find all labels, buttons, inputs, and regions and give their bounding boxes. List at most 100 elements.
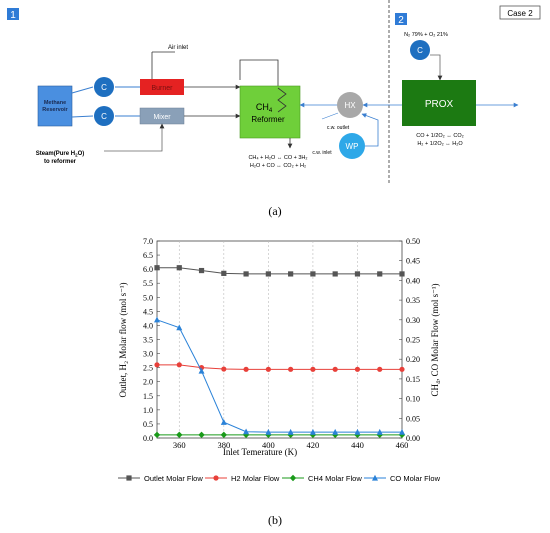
prox-label: PROX	[425, 99, 454, 110]
data-point	[176, 431, 183, 439]
data-point	[354, 271, 361, 277]
data-point	[176, 362, 182, 368]
cw-outlet-label: c.w. outlet	[327, 125, 350, 131]
steam-label: Steam(Pure H2O)	[36, 151, 85, 158]
y-left-tick-label: 1.0	[143, 406, 153, 415]
y-left-tick-label: 3.0	[143, 350, 153, 359]
compressor-2-label: C	[101, 112, 107, 121]
data-point	[154, 362, 160, 368]
y-right-tick-label: 0.50	[406, 237, 420, 246]
data-point	[154, 316, 160, 323]
legend: Outlet Molar Flow H2 Molar Flow CH4 Molar …	[118, 474, 441, 483]
data-point	[221, 366, 227, 372]
data-point	[310, 271, 316, 277]
reformer-reaction-2: H₂O + CO ↔ CO₂ + H₂	[250, 163, 306, 169]
methane-reservoir-line1: Methane	[44, 100, 66, 106]
data-point	[399, 366, 405, 372]
reformer-label-line2: Reformer	[251, 115, 285, 124]
y-left-tick-label: 5.0	[143, 293, 153, 302]
prox-reaction-2: H₂ + 1/2O₂ ↔ H₂O	[417, 141, 463, 147]
compressor-2	[94, 106, 114, 126]
section-2-badge	[395, 13, 407, 25]
legend-marker	[372, 474, 378, 481]
mixer-label: Mixer	[153, 114, 171, 121]
legend-marker	[289, 474, 297, 482]
left-axis-ticks: 0.0 0.5 1.0 1.5 2.0 2.5 3.0 3.5 4.0 4.5 5.0 5.5 6.0 6…	[143, 237, 153, 443]
x-tick-label: 460	[396, 440, 409, 450]
legend-item: CH4 Molar Flow	[282, 474, 362, 483]
right-axis-ticks: 0.00 0.05 0.10 0.15 0.20 0.25 0.30 0.35 0.40 0.45…	[406, 237, 420, 443]
legend-marker	[213, 475, 219, 481]
air-inlet-label: Air inlet	[168, 45, 188, 51]
data-point	[376, 428, 383, 435]
data-point	[154, 265, 160, 271]
data-point	[377, 271, 383, 277]
data-point	[221, 270, 227, 276]
y-left-tick-label: 2.5	[143, 364, 153, 373]
burner-label: Burner	[151, 85, 173, 92]
section-2-label: 2	[398, 15, 404, 26]
data-point	[332, 428, 339, 435]
y-right-tick-label: 0.10	[406, 395, 420, 404]
legend-item: Outlet Molar Flow	[118, 474, 203, 483]
data-point	[243, 366, 249, 372]
legend-label: Outlet Molar Flow	[144, 474, 203, 483]
plot-area	[156, 240, 403, 439]
legend-label: H2 Molar Flow	[231, 474, 280, 483]
data-point	[399, 428, 405, 435]
y-right-tick-label: 0.05	[406, 414, 420, 423]
burner	[140, 79, 184, 95]
data-point	[198, 431, 205, 439]
x-axis-ticks: 360 380 400 420 440 460	[173, 440, 408, 450]
series-h2-molar-flow	[154, 362, 405, 372]
data-point	[287, 428, 294, 435]
data-point	[265, 366, 271, 372]
data-point	[310, 366, 316, 372]
methane-reservoir	[37, 85, 73, 127]
compressor-1-label: C	[101, 83, 107, 92]
legend-label: CO Molar Flow	[390, 474, 441, 483]
data-point	[354, 428, 361, 435]
process-diagram: 1 2 Case 2 Methane Reservoir C C Burner …	[7, 0, 541, 218]
y-right-tick-label: 0.35	[406, 296, 420, 305]
y-right-tick-label: 0.20	[406, 355, 420, 364]
y-left-tick-label: 7.0	[143, 237, 153, 246]
data-point	[198, 267, 205, 274]
data-point	[198, 367, 205, 374]
data-point	[243, 428, 250, 435]
cw-inlet-label: c.w. inlet	[312, 150, 332, 156]
data-point	[176, 324, 183, 331]
data-point	[288, 271, 294, 277]
y-right-tick-label: 0.45	[406, 257, 420, 266]
heat-exchanger	[337, 92, 363, 118]
series-line	[156, 319, 402, 433]
prox-reactor	[402, 80, 476, 126]
ch4-reformer	[239, 85, 301, 139]
data-point	[288, 366, 294, 372]
legend-label: CH4 Molar Flow	[308, 474, 362, 483]
data-point	[265, 428, 272, 435]
legend-item: CO Molar Flow	[364, 474, 441, 483]
series-outlet-molar-flow	[154, 265, 405, 277]
data-point	[176, 265, 182, 271]
compressor-1	[94, 77, 114, 97]
water-pump	[339, 133, 365, 159]
y-left-tick-label: 4.0	[143, 321, 153, 330]
y-left-tick-label: 6.5	[143, 251, 153, 260]
y-left-tick-label: 0.0	[143, 434, 153, 443]
y-right-tick-label: 0.00	[406, 434, 420, 443]
y-left-tick-label: 1.5	[143, 392, 153, 401]
data-point	[220, 419, 227, 425]
data-point	[354, 366, 361, 372]
y-left-tick-label: 2.0	[143, 378, 153, 387]
data-point	[332, 271, 338, 277]
molar-flow-chart: 0.0 0.5 1.0 1.5 2.0 2.5 3.0 3.5 4.0 4.5 5.0 5.5 6.0 6…	[118, 237, 441, 527]
series-co-molar-flow	[154, 316, 405, 435]
x-tick-label: 360	[173, 440, 186, 450]
legend-item: H2 Molar Flow	[205, 474, 280, 483]
data-point	[309, 428, 316, 435]
x-axis-label: Inlet Temerature (K)	[223, 447, 297, 457]
reformer-label-line1: CH4	[256, 102, 273, 114]
y-left-tick-label: 0.5	[143, 420, 153, 429]
